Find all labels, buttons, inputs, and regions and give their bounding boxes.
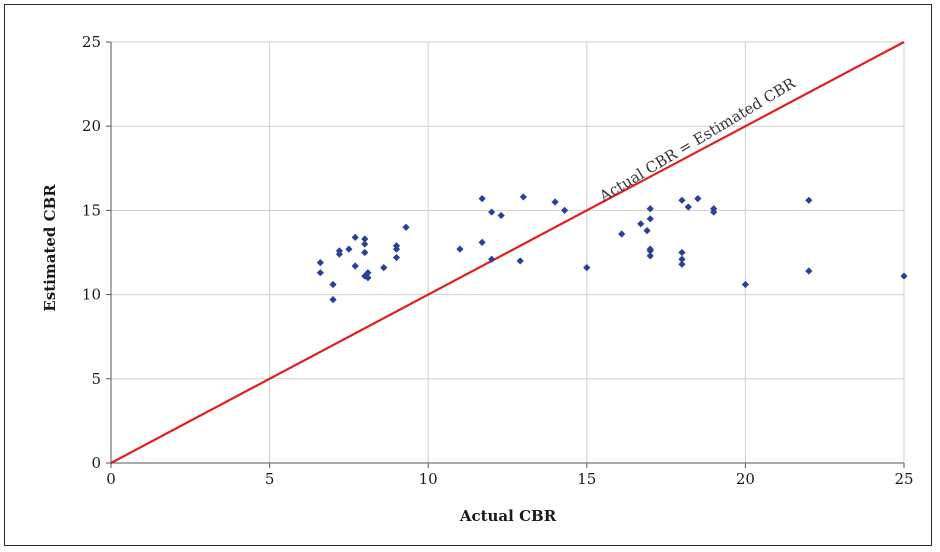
data-point bbox=[345, 245, 353, 253]
x-axis-title: Actual CBR bbox=[459, 507, 557, 525]
data-point bbox=[710, 208, 718, 216]
data-point bbox=[805, 267, 813, 275]
y-tick-label: 20 bbox=[82, 117, 101, 135]
x-tick-label: 5 bbox=[265, 470, 275, 488]
y-tick-label: 15 bbox=[82, 201, 101, 219]
data-point bbox=[694, 195, 702, 203]
data-point bbox=[380, 264, 388, 272]
data-point bbox=[351, 233, 359, 241]
data-point bbox=[646, 205, 654, 213]
data-point bbox=[329, 296, 337, 304]
reference-line bbox=[110, 41, 905, 464]
data-point bbox=[678, 248, 686, 257]
data-point bbox=[560, 206, 569, 214]
x-tick-label: 0 bbox=[106, 470, 116, 488]
data-point bbox=[516, 257, 524, 265]
data-point bbox=[643, 227, 651, 235]
data-point bbox=[478, 195, 486, 203]
y-tick-label: 25 bbox=[82, 33, 101, 51]
data-point bbox=[316, 259, 324, 267]
data-point bbox=[646, 252, 654, 260]
y-tick-label: 5 bbox=[91, 370, 101, 388]
data-point bbox=[646, 215, 654, 223]
data-points bbox=[316, 193, 908, 304]
data-point bbox=[684, 203, 692, 211]
data-point bbox=[456, 245, 464, 253]
data-point bbox=[361, 248, 369, 257]
y-tick-label: 10 bbox=[82, 286, 101, 304]
data-point bbox=[678, 255, 686, 263]
data-point bbox=[741, 280, 749, 289]
data-point bbox=[551, 198, 559, 206]
x-tick-label: 15 bbox=[577, 470, 596, 488]
reference-line-layer bbox=[110, 41, 905, 464]
data-point bbox=[805, 196, 813, 204]
data-point bbox=[618, 230, 626, 238]
y-axis-title: Estimated CBR bbox=[41, 184, 59, 312]
data-point bbox=[900, 272, 908, 280]
data-point bbox=[488, 255, 496, 263]
data-point bbox=[316, 269, 324, 277]
data-point bbox=[392, 245, 401, 253]
data-point bbox=[519, 193, 527, 201]
data-point bbox=[361, 235, 369, 243]
data-point bbox=[364, 274, 372, 282]
x-axis-ticks: 0 5 10 15 20 25 bbox=[106, 463, 914, 488]
data-point bbox=[678, 196, 686, 204]
data-point bbox=[646, 247, 654, 255]
data-point bbox=[583, 264, 591, 272]
x-tick-label: 20 bbox=[736, 470, 755, 488]
y-tick-label: 0 bbox=[91, 454, 101, 472]
reference-line-label: Actual CBR = Estimated CBR bbox=[595, 74, 799, 206]
data-point bbox=[497, 211, 505, 220]
x-tick-label: 10 bbox=[419, 470, 438, 488]
data-point bbox=[335, 250, 343, 258]
grid bbox=[110, 41, 905, 464]
data-point bbox=[364, 269, 372, 277]
data-point bbox=[478, 238, 486, 246]
data-point bbox=[329, 280, 337, 289]
data-point bbox=[402, 223, 410, 231]
data-point bbox=[351, 262, 359, 270]
data-point bbox=[488, 208, 496, 216]
chart-frame bbox=[4, 4, 932, 546]
data-point bbox=[361, 240, 369, 248]
x-tick-label: 25 bbox=[894, 470, 913, 488]
data-point bbox=[678, 260, 686, 268]
data-point bbox=[637, 220, 645, 228]
y-axis-ticks: 0 5 10 15 20 25 bbox=[82, 33, 111, 472]
data-point bbox=[392, 253, 401, 262]
